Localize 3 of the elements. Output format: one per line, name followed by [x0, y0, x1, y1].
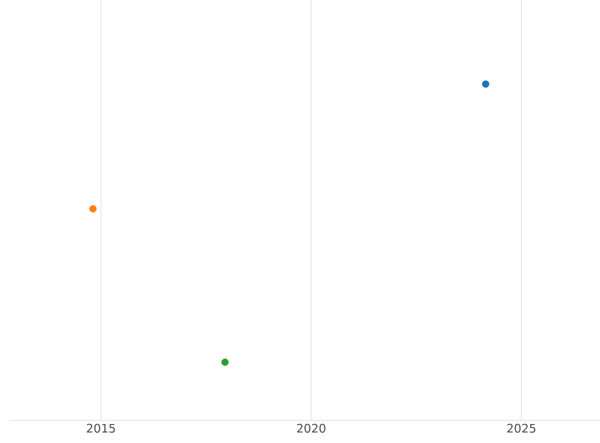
x-tick-label: 2015 [86, 424, 115, 433]
x-tick-label: 2020 [297, 424, 326, 433]
x-tick-label: 2025 [507, 424, 536, 433]
